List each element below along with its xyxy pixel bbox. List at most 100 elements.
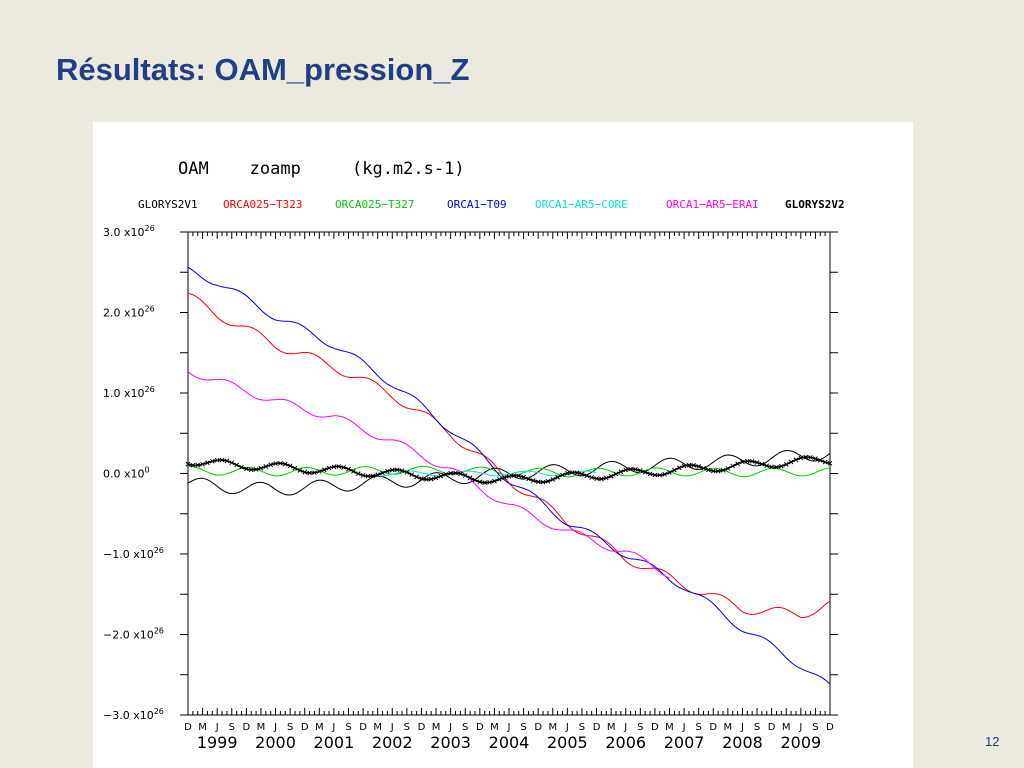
x-month-label: D (593, 722, 601, 733)
x-month-label: S (754, 722, 760, 733)
series-marker (316, 469, 322, 474)
x-month-label: M (198, 722, 207, 733)
series-marker (725, 466, 731, 471)
series-marker (394, 467, 400, 473)
x-month-label: M (607, 722, 616, 733)
x-month-label: M (724, 722, 733, 733)
x-month-label: J (273, 722, 277, 733)
y-tick-label: 3.0 x1026 (103, 224, 155, 239)
series-marker (438, 473, 444, 479)
x-month-label: S (520, 722, 526, 733)
series-marker (744, 458, 750, 464)
series-marker (691, 462, 697, 468)
series-marker (263, 464, 269, 469)
series-marker (783, 462, 789, 467)
series-marker (662, 471, 667, 477)
series-marker (258, 465, 264, 471)
series-marker (817, 458, 823, 463)
series-marker (803, 454, 809, 460)
series-marker (433, 475, 439, 481)
series-marker (302, 469, 308, 475)
series-marker (735, 461, 740, 467)
x-month-label: M (315, 722, 324, 733)
x-month-label: D (534, 722, 542, 733)
series-marker (214, 457, 220, 463)
series-marker (496, 477, 502, 482)
x-month-label: J (565, 722, 569, 733)
series-marker (535, 479, 541, 485)
x-month-label: M (782, 722, 791, 733)
series-marker (720, 467, 726, 473)
series-marker (472, 477, 478, 483)
series-marker (224, 458, 230, 464)
series-line (187, 371, 670, 579)
series-marker (346, 466, 351, 472)
series-marker (419, 476, 424, 481)
series-marker (331, 464, 337, 470)
series-marker (686, 462, 692, 468)
legend-entry: ORCA025−T327 (335, 198, 414, 211)
series-marker (389, 467, 395, 473)
series-marker (219, 457, 225, 463)
x-month-label: M (665, 722, 674, 733)
series-marker (599, 476, 604, 482)
series-marker (501, 475, 507, 480)
x-year-label: 2008 (722, 733, 763, 752)
series-marker (827, 460, 833, 466)
x-year-label: 2004 (489, 733, 530, 752)
series-marker (234, 462, 239, 468)
series-marker (355, 471, 361, 477)
series-marker (229, 460, 235, 466)
series-marker (628, 466, 633, 472)
series-marker (205, 460, 210, 466)
series-marker (701, 465, 706, 471)
series-marker (749, 458, 755, 464)
series-marker (657, 472, 663, 478)
x-year-label: 2003 (430, 733, 471, 752)
x-month-label: D (301, 722, 309, 733)
x-month-label: M (548, 722, 557, 733)
series-marker (428, 476, 434, 482)
series-marker (623, 467, 629, 473)
series-marker (550, 477, 556, 482)
x-month-label: D (243, 722, 251, 733)
x-month-label: S (696, 722, 702, 733)
x-year-label: 2002 (372, 733, 413, 752)
series-marker (292, 465, 298, 471)
series-marker (278, 460, 283, 466)
series-marker (253, 467, 259, 472)
series-marker (759, 461, 765, 467)
x-month-label: D (826, 722, 834, 733)
series-marker (190, 462, 196, 468)
series-line (187, 292, 831, 618)
x-month-label: J (798, 722, 802, 733)
chart-legend: GLORYS2V1 ORCA025−T323 ORCA025−T327 ORCA1−T… (138, 198, 845, 211)
x-month-label: S (287, 722, 293, 733)
x-month-label: S (404, 722, 410, 733)
series-marker (530, 478, 536, 484)
series-line (188, 465, 831, 478)
series-marker (652, 472, 658, 478)
series-marker (613, 471, 619, 477)
series-marker (696, 464, 702, 469)
series-line (187, 450, 831, 496)
legend-entry: ORCA1−T09 (447, 198, 507, 211)
y-tick-label: −1.0 x1026 (103, 546, 164, 561)
legend-entry: ORCA025−T323 (223, 198, 302, 211)
chart-figure: OAM zoamp (kg.m2.s-1) GLORYS2V1 ORCA025−T… (93, 122, 913, 768)
series-marker (730, 463, 736, 469)
page-number: 12 (985, 734, 1000, 749)
series-marker (458, 471, 463, 477)
series-marker (477, 479, 483, 485)
x-month-label: D (359, 722, 367, 733)
series-marker (385, 468, 390, 474)
series-marker (399, 468, 405, 473)
series-marker (793, 457, 799, 463)
series-marker (618, 469, 624, 475)
series-marker (681, 463, 687, 469)
series-marker (448, 470, 453, 476)
series-marker (209, 458, 215, 464)
series-line (187, 266, 831, 685)
series-marker (360, 473, 366, 478)
y-tick-label: 1.0 x1026 (103, 385, 155, 400)
